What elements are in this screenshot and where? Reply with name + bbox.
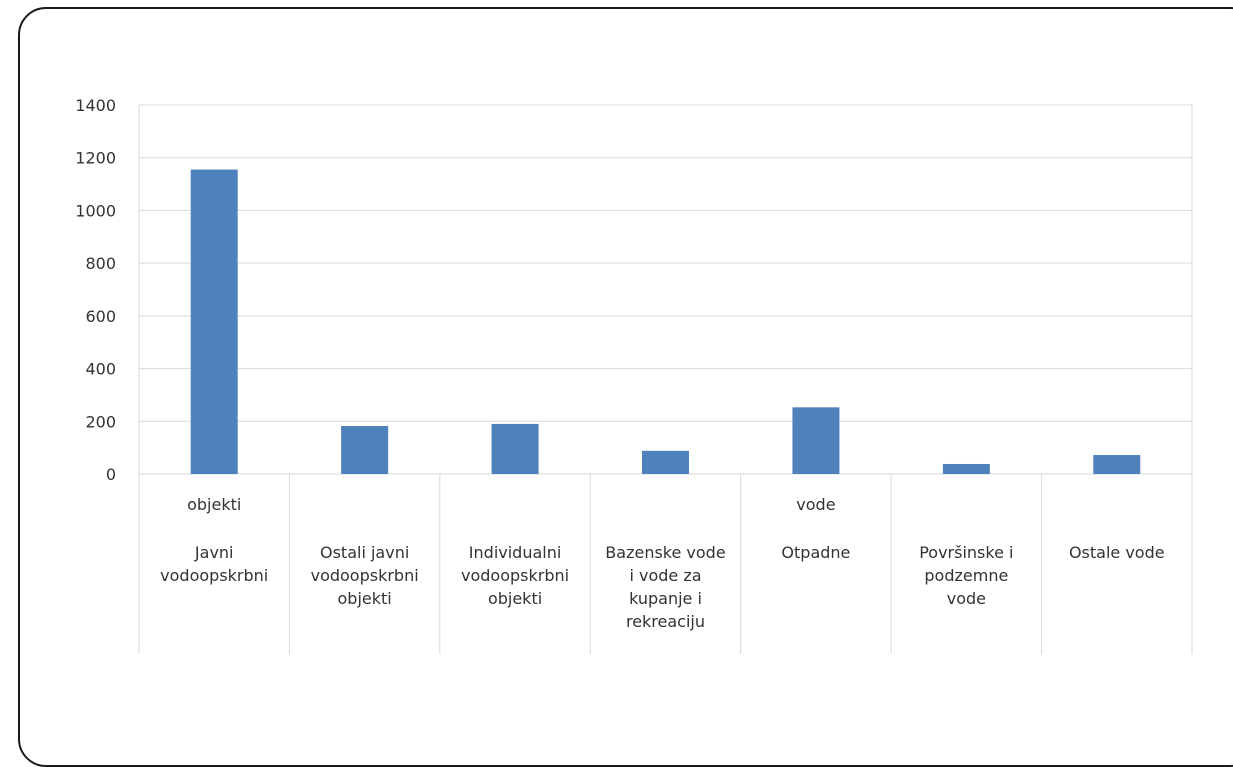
x-tick-label: Površinske i podzemne vode [891,541,1041,610]
y-tick-label: 1400 [75,96,116,115]
bar [642,451,689,474]
x-tick-label: Individualni vodoopskrbni objekti [440,541,590,610]
bar [191,170,238,474]
x-tick-label-line: objekti [289,587,439,610]
x-tick-label-line: vodoopskrbni [440,564,590,587]
x-tick-label-line: vodoopskrbni [289,564,439,587]
x-tick-label-line: rekreaciju [590,610,740,633]
x-tick-label: Bazenske vode i vode za kupanje i rekreacij… [590,541,740,633]
x-tick-label: Ostale vode [1042,541,1192,564]
y-tick-label: 200 [85,412,116,431]
y-tick-label: 0 [106,465,116,484]
y-tick-label: 400 [85,360,116,379]
x-tick-label: Otpadne [741,541,891,564]
bar [792,407,839,474]
x-tick-label-line: Ostale vode [1042,541,1192,564]
y-tick-label: 1200 [75,149,116,168]
x-tick-label-top: objekti [139,493,289,516]
bar [1093,455,1140,474]
x-tick-label: Javni vodoopskrbni [139,541,289,587]
bar [943,464,990,474]
x-tick-label-line: objekti [440,587,590,610]
x-tick-label-line: Javni [139,541,289,564]
y-tick-label: 800 [85,254,116,273]
x-tick-label-line: i vode za [590,564,740,587]
x-tick-label-line: kupanje i [590,587,740,610]
x-tick-label-line: Ostali javni [289,541,439,564]
x-tick-label: Ostali javni vodoopskrbni objekti [289,541,439,610]
y-tick-label: 600 [85,307,116,326]
bar [341,426,388,474]
x-tick-label-line: vode [891,587,1041,610]
x-tick-label-line: vodoopskrbni [139,564,289,587]
bar [492,424,539,474]
x-tick-label-line: Otpadne [741,541,891,564]
x-tick-label-line: podzemne [891,564,1041,587]
x-tick-label-line: Bazenske vode [590,541,740,564]
x-tick-label-line: Individualni [440,541,590,564]
x-tick-label-top: vode [741,493,891,516]
y-tick-label: 1000 [75,201,116,220]
x-tick-label-line: Površinske i [891,541,1041,564]
